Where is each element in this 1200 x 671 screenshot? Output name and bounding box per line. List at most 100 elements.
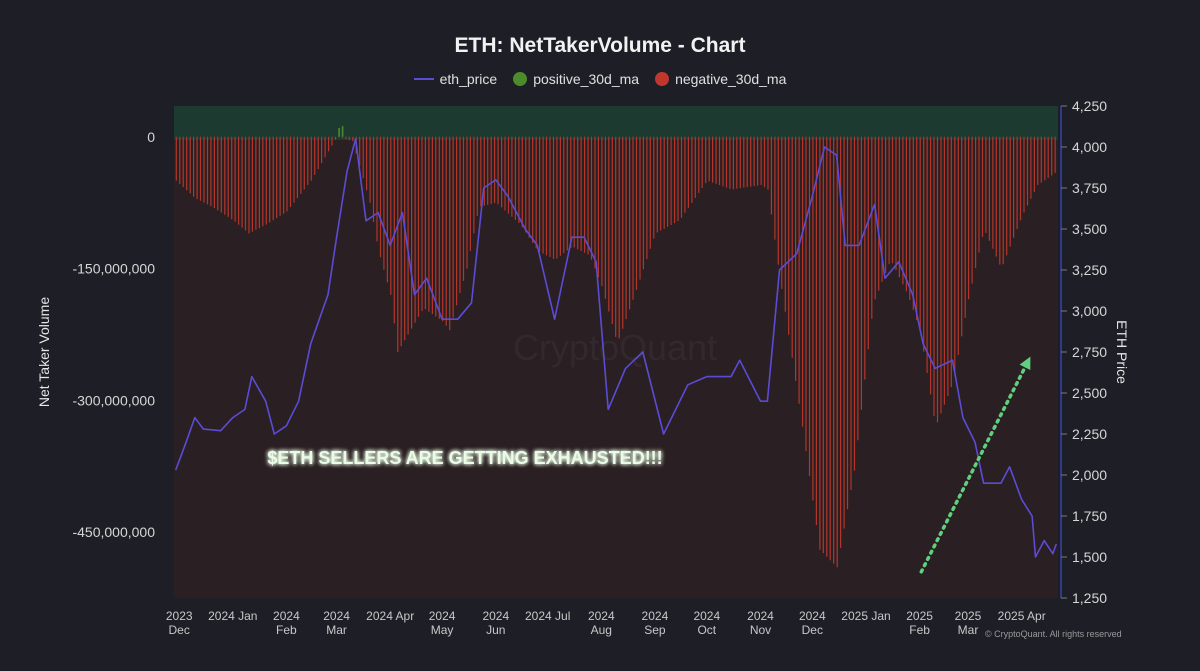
negative-bar — [791, 136, 793, 358]
negative-bar — [898, 136, 900, 278]
eth-price-line — [174, 138, 1058, 558]
x-tick-label: Dec — [169, 623, 190, 637]
negative-bar — [542, 136, 544, 254]
negative-bar — [317, 136, 319, 169]
negative-bar — [760, 136, 762, 186]
negative-bar — [324, 136, 326, 158]
y-right-tick-label: 2,500 — [1072, 385, 1107, 401]
negative-bar — [352, 136, 354, 142]
negative-bar — [930, 136, 932, 395]
negative-bar — [314, 136, 316, 175]
x-tick-label: 2025 Apr — [998, 609, 1046, 623]
negative-bar — [1009, 136, 1011, 247]
negative-bar — [770, 136, 772, 215]
negative-bar — [926, 136, 928, 373]
negative-bar — [393, 136, 395, 324]
y-left-tick-label: -150,000,000 — [72, 261, 155, 277]
negative-bar — [878, 136, 880, 291]
x-tick-label: 2024 Apr — [366, 609, 414, 623]
negative-bar — [891, 136, 894, 264]
negative-bar — [705, 136, 707, 184]
negative-bar — [199, 136, 202, 201]
copyright-footer: © CryptoQuant. All rights reserved — [985, 629, 1122, 639]
negative-bar — [397, 136, 399, 353]
watermark: CryptoQuant — [513, 327, 717, 368]
negative-bar — [186, 136, 188, 191]
x-tick-label: Aug — [591, 623, 612, 637]
negative-bar — [902, 136, 904, 285]
negative-bar — [936, 136, 939, 423]
legend: eth_price positive_30d_ma negative_30d_m… — [0, 71, 1200, 87]
negative-bar — [971, 136, 973, 284]
negative-bar — [784, 136, 786, 312]
negative-bar — [400, 136, 402, 347]
negative-bar — [296, 136, 298, 199]
negative-bar — [739, 136, 741, 189]
x-tick-label: 2024 — [429, 609, 456, 623]
negative-bar — [359, 136, 361, 166]
x-tick-label: 2024 Jan — [208, 609, 257, 623]
negative-bar — [777, 136, 779, 265]
negative-bar — [390, 136, 392, 295]
x-tick-label: 2024 — [693, 609, 720, 623]
legend-item-negative-30d-ma[interactable]: negative_30d_ma — [655, 71, 786, 87]
negative-bar — [653, 136, 655, 239]
x-tick-label: 2025 Jan — [841, 609, 890, 623]
negative-bar — [843, 136, 845, 529]
negative-bar — [407, 136, 409, 335]
legend-item-eth-price[interactable]: eth_price — [413, 71, 497, 87]
negative-bar — [722, 136, 724, 187]
negative-bar — [303, 136, 305, 190]
positive-bar — [341, 126, 344, 137]
negative-bar — [1013, 136, 1015, 238]
negative-bar — [622, 136, 624, 329]
negative-bar — [525, 136, 527, 233]
negative-bar — [1033, 136, 1035, 192]
negative-bar — [701, 136, 703, 189]
negative-bar — [289, 136, 292, 208]
negative-bar — [203, 136, 205, 203]
legend-item-positive-30d-ma[interactable]: positive_30d_ma — [513, 71, 639, 87]
negative-bar — [988, 136, 990, 241]
negative-bar — [763, 136, 766, 188]
negative-bar — [587, 136, 589, 255]
x-tick-label: Feb — [276, 623, 297, 637]
negative-bar — [462, 136, 465, 281]
negative-bar — [514, 136, 516, 220]
negative-bar — [369, 136, 371, 203]
y-axis-right: 4,250 4,000 3,750 3,500 3,250 3,000 2,750 2,500… — [1061, 98, 1107, 606]
negative-bar — [532, 136, 534, 244]
negative-bar — [175, 136, 177, 181]
negative-bar — [1037, 136, 1039, 186]
negative-bar — [798, 136, 800, 404]
negative-bar — [449, 136, 451, 331]
negative-bar — [999, 136, 1001, 265]
negative-bar — [919, 136, 921, 331]
negative-bar — [511, 136, 513, 217]
x-tick-label: May — [431, 623, 454, 637]
negative-bar — [231, 136, 233, 220]
negative-bar — [501, 136, 503, 208]
negative-bar — [1047, 136, 1049, 178]
plot-background-positive — [174, 106, 1058, 140]
negative-bar — [885, 136, 887, 273]
negative-bar — [881, 136, 883, 282]
negative-bar — [431, 136, 433, 315]
negative-bar — [269, 136, 271, 223]
negative-bar — [386, 136, 388, 283]
negative-bar — [490, 136, 492, 204]
negative-bar — [487, 136, 489, 205]
negative-bar — [615, 136, 617, 337]
negative-bar — [819, 136, 821, 550]
negative-bar — [559, 136, 561, 256]
positive-bar — [338, 128, 340, 137]
negative-bar — [334, 136, 337, 140]
negative-bar — [338, 136, 340, 138]
negative-bar — [708, 136, 710, 182]
y-right-tick-label: 3,750 — [1072, 180, 1107, 196]
negative-bar — [535, 136, 537, 249]
x-tick-label: 2024 — [642, 609, 669, 623]
negative-bar — [857, 136, 859, 441]
negative-bar — [975, 136, 977, 269]
